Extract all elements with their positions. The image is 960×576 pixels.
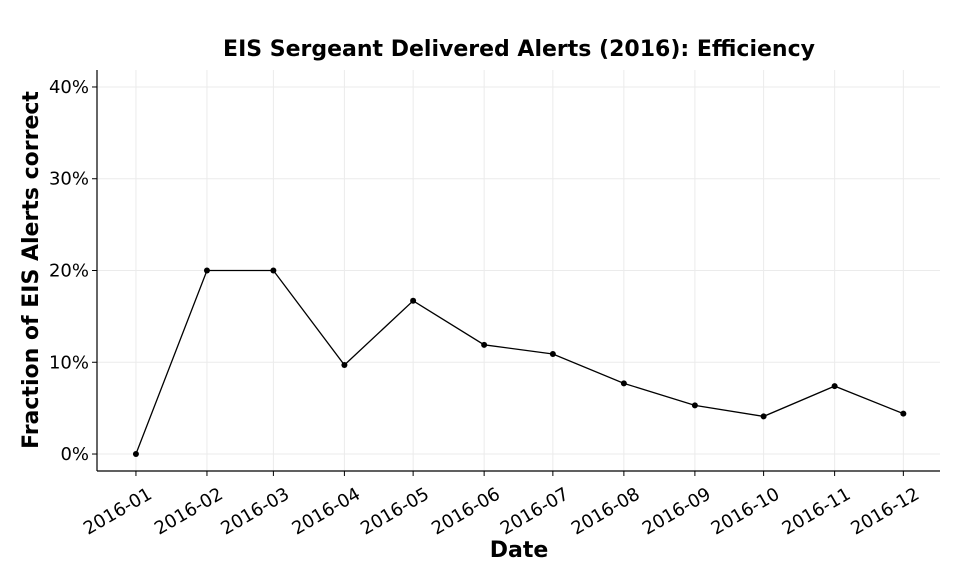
data-point: [900, 410, 907, 417]
y-tick-label: 40%: [49, 77, 89, 98]
x-tick-label: 2016-12: [847, 484, 923, 540]
data-point: [620, 380, 627, 387]
data-point: [831, 383, 838, 390]
x-tick-label: 2016-02: [151, 484, 227, 540]
x-tick-label: 2016-11: [779, 484, 855, 540]
y-tick-label: 30%: [49, 169, 89, 190]
y-tick-label: 0%: [60, 444, 89, 465]
x-tick-label: 2016-04: [288, 484, 364, 540]
data-point: [481, 341, 488, 348]
x-tick-label: 2016-08: [568, 484, 644, 540]
x-tick-label: 2016-03: [217, 484, 293, 540]
data-point: [691, 402, 698, 409]
data-point: [341, 362, 348, 369]
data-point: [410, 297, 417, 304]
x-tick-label: 2016-05: [357, 484, 433, 540]
x-tick-label: 2016-01: [80, 484, 156, 540]
data-point: [760, 413, 767, 420]
data-point: [549, 351, 556, 358]
y-axis-label: Fraction of EIS Alerts correct: [19, 91, 44, 449]
data-point: [132, 451, 139, 458]
x-axis-label: Date: [490, 538, 549, 563]
series-line: [135, 269, 904, 455]
data-point: [270, 267, 277, 274]
x-tick-label: 2016-09: [639, 484, 715, 540]
x-tick-label: 2016-07: [497, 484, 573, 540]
data-point: [203, 267, 210, 274]
y-tick-label: 20%: [49, 261, 89, 282]
chart-title: EIS Sergeant Delivered Alerts (2016): Ef…: [223, 37, 815, 62]
y-tick-label: 10%: [49, 352, 89, 373]
x-tick-label: 2016-06: [428, 484, 504, 540]
x-tick-label: 2016-10: [708, 484, 784, 540]
